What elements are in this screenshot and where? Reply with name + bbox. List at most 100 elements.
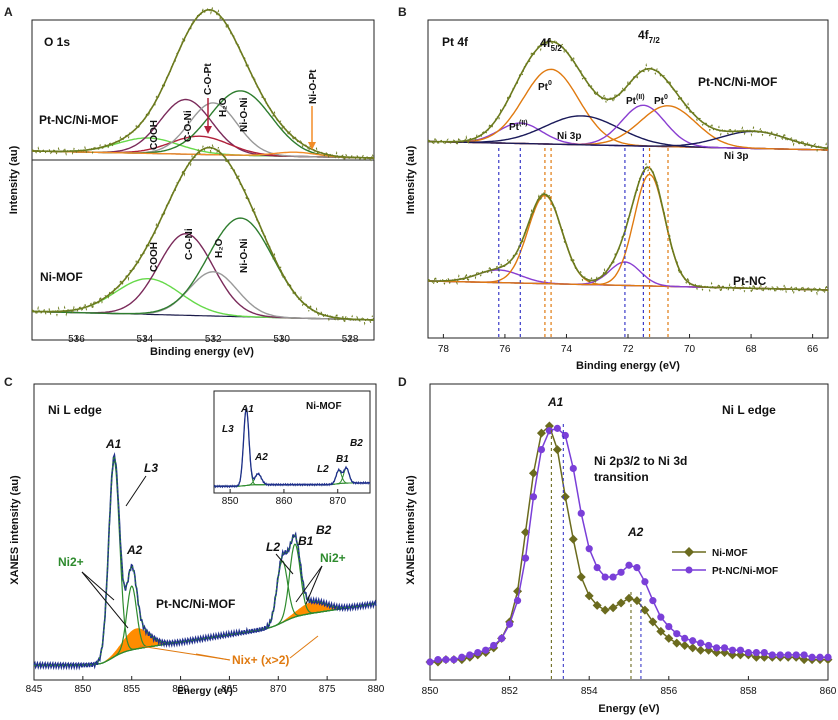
legend-marker-nimof bbox=[684, 547, 694, 557]
b-pt0-r-main: Pt bbox=[654, 96, 665, 107]
panel-a-title-text: O 1s bbox=[44, 35, 70, 49]
inset-label-b1: B1 bbox=[336, 454, 349, 465]
d-point-ptnc-14 bbox=[537, 446, 546, 454]
c-tick-label-875: 875 bbox=[319, 684, 336, 695]
panel-c-x-ticks: 845 850 855 860 865 870 875 880 bbox=[26, 676, 385, 695]
d-point-ptnc-4 bbox=[458, 653, 466, 661]
panel-d-annotation-1: Ni 2p3/2 to Ni 3d bbox=[594, 454, 687, 468]
d-point-ptnc-18 bbox=[569, 464, 577, 473]
d-point-ptnc-20 bbox=[585, 545, 593, 553]
panel-b: B 78 76 74 72 70 68 66 Pt 4f 4f5/2 4f7/2 Pt-NC… bbox=[398, 5, 829, 372]
inset-label-a1: A1 bbox=[240, 404, 254, 415]
d-point-nimof-13 bbox=[528, 468, 538, 478]
panel-b-frame bbox=[427, 19, 829, 339]
envelope-1 bbox=[427, 166, 828, 291]
b-ptii-l-sup: (II) bbox=[519, 120, 528, 127]
a-label-cooh-top: COOH bbox=[149, 120, 160, 150]
d-point-nimof-25 bbox=[624, 593, 634, 603]
c-pointer-l2 bbox=[275, 553, 294, 575]
panel-d-x-ticks: 850 852 854 856 858 860 bbox=[422, 676, 837, 697]
b-peak-72-sub: 7/2 bbox=[649, 36, 661, 45]
d-point-ptnc-0 bbox=[426, 658, 434, 666]
a-tick-label-530: 530 bbox=[273, 334, 290, 345]
panel-a-xlabel: Binding energy (eV) bbox=[150, 346, 254, 358]
d-point-ptnc-22 bbox=[601, 573, 609, 581]
inset-label-l3: L3 bbox=[222, 424, 234, 435]
envelope-1 bbox=[31, 146, 375, 321]
d-point-ptnc-8 bbox=[490, 641, 498, 650]
b-peak-52-main: 4f bbox=[540, 36, 552, 50]
panel-b-x-ticks: 78 76 74 72 70 68 66 bbox=[438, 334, 819, 355]
panel-d: D 850 852 854 856 858 860 Ni L edge Ni 2p3/2 … bbox=[398, 375, 837, 715]
d-point-ptnc-44 bbox=[776, 651, 784, 659]
inset-x-ticks: 850 860 870 bbox=[222, 489, 347, 507]
panel-d-xlabel: Energy (eV) bbox=[598, 703, 659, 715]
d-point-nimof-29 bbox=[656, 626, 666, 636]
a-label-h2o-bottom: H₂O bbox=[214, 238, 225, 258]
d-point-ptnc-6 bbox=[474, 648, 482, 657]
panel-d-legend: Ni-MOF Pt-NC/Ni-MOF bbox=[672, 547, 778, 577]
d-point-nimof-14 bbox=[536, 428, 546, 438]
d-point-ptnc-19 bbox=[577, 509, 585, 517]
c-label-a1: A1 bbox=[105, 437, 122, 451]
peak-pt-ii--1 bbox=[427, 269, 828, 291]
b-tick-label-74: 74 bbox=[561, 344, 573, 355]
panel-c-title: Ni L edge bbox=[48, 403, 102, 417]
envelope-0 bbox=[32, 8, 374, 159]
b-label-ptii-right: Pt(II) bbox=[626, 94, 645, 107]
d-point-ptnc-45 bbox=[784, 651, 792, 659]
panel-b-top-sample: Pt-NC/Ni-MOF bbox=[698, 75, 777, 89]
b-pt0-r-sup: 0 bbox=[664, 94, 668, 101]
d-point-nimof-12 bbox=[521, 527, 531, 537]
d-point-ptnc-35 bbox=[705, 641, 713, 650]
panel-a-plot bbox=[31, 6, 375, 326]
b-tick-label-78: 78 bbox=[438, 344, 450, 355]
b-label-ni3p-right: Ni 3p bbox=[724, 151, 748, 162]
d-point-nimof-33 bbox=[688, 643, 698, 653]
panel-d-ylabel: XANES intensity (au) bbox=[405, 475, 417, 585]
panel-b-bottom-sample: Pt-NC bbox=[733, 274, 767, 288]
d-point-ptnc-36 bbox=[712, 644, 721, 652]
d-point-ptnc-37 bbox=[720, 644, 729, 652]
b-pt0-l-sup: 0 bbox=[548, 80, 552, 87]
d-point-ptnc-34 bbox=[697, 639, 705, 647]
panel-d-frame bbox=[429, 383, 829, 681]
d-point-ptnc-12 bbox=[521, 554, 530, 562]
d-label-a2: A2 bbox=[627, 525, 644, 539]
d-point-ptnc-21 bbox=[593, 564, 601, 572]
panel-a-frame bbox=[31, 19, 375, 341]
b-label-pt0-right: Pt0 bbox=[654, 94, 668, 107]
inset-tick-label-850: 850 bbox=[222, 496, 239, 507]
inset-label-a2: A2 bbox=[254, 452, 268, 463]
d-point-nimof-27 bbox=[640, 605, 650, 615]
inset-spectrum bbox=[213, 407, 371, 489]
panel-a-x-ticks: 536 534 532 530 528 bbox=[68, 334, 359, 345]
a-label-h2o-top: H₂O bbox=[218, 97, 229, 117]
c-tick-label-865: 865 bbox=[221, 684, 238, 695]
d-point-ptnc-25 bbox=[625, 561, 633, 569]
d-point-nimof-34 bbox=[696, 645, 706, 655]
inset-plot bbox=[213, 407, 371, 489]
d-point-nimof-19 bbox=[576, 572, 586, 582]
d-point-nimof-24 bbox=[616, 598, 626, 608]
d-point-ptnc-1 bbox=[434, 656, 442, 664]
c-label-ni2-left: Ni2+ bbox=[58, 555, 84, 569]
inset-frame bbox=[213, 390, 371, 494]
c-pointer-ni2-c bbox=[295, 565, 323, 603]
c-pointer-ni2-d bbox=[305, 565, 323, 605]
d-point-ptnc-24 bbox=[617, 568, 625, 576]
d-point-nimof-30 bbox=[664, 633, 674, 643]
d-point-ptnc-33 bbox=[689, 637, 697, 645]
c-pointer-nix-c bbox=[289, 635, 319, 659]
peak-cooh-1 bbox=[31, 278, 374, 321]
d-point-ptnc-26 bbox=[633, 564, 641, 572]
legend-label-nimof: Ni-MOF bbox=[712, 548, 748, 559]
d-tick-label-856: 856 bbox=[660, 686, 677, 697]
panel-d-annotation-2: transition bbox=[594, 470, 649, 484]
c-pointer-ni2-a bbox=[81, 571, 115, 601]
a-label-nioni-top: Ni-O-Ni bbox=[239, 97, 250, 132]
a-tick-label-532: 532 bbox=[205, 334, 222, 345]
d-point-nimof-22 bbox=[600, 605, 610, 615]
d-tick-label-854: 854 bbox=[581, 686, 598, 697]
inset-title: Ni-MOF bbox=[306, 401, 342, 412]
